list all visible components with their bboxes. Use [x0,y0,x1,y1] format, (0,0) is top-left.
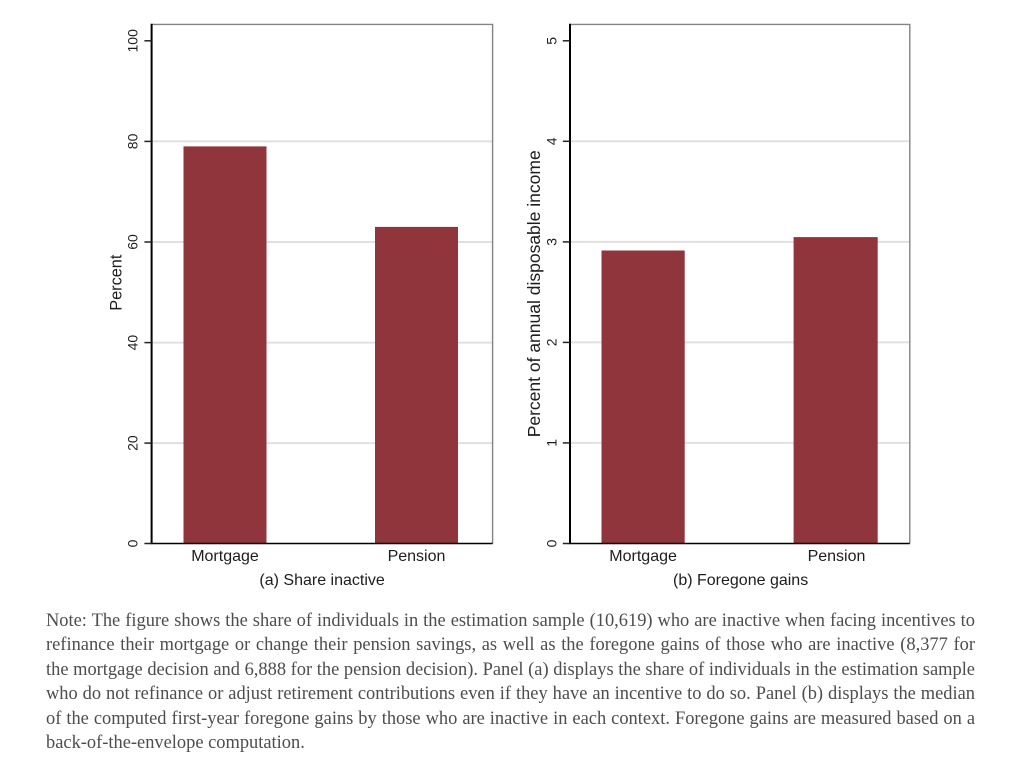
svg-text:4: 4 [544,137,560,145]
svg-text:(b) Foregone gains: (b) Foregone gains [673,572,808,589]
svg-text:1: 1 [544,439,560,447]
svg-text:40: 40 [124,335,140,351]
svg-text:Percent of annual disposable i: Percent of annual disposable income [524,150,544,437]
svg-text:Mortgage: Mortgage [191,548,259,565]
svg-text:20: 20 [124,435,140,451]
svg-text:Pension: Pension [808,548,866,565]
svg-text:2: 2 [544,338,560,346]
svg-text:80: 80 [124,133,140,149]
svg-text:Pension: Pension [388,548,446,565]
svg-text:3: 3 [544,238,560,246]
svg-text:60: 60 [124,234,140,250]
svg-text:0: 0 [544,539,560,547]
svg-text:Mortgage: Mortgage [609,548,677,565]
svg-text:5: 5 [544,37,560,45]
svg-text:(a) Share inactive: (a) Share inactive [259,572,384,589]
svg-text:0: 0 [124,539,140,547]
svg-text:100: 100 [124,29,140,53]
svg-text:Percent: Percent [108,254,126,311]
